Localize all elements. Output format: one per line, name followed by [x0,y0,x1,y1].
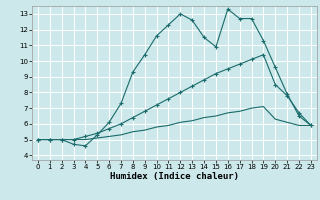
X-axis label: Humidex (Indice chaleur): Humidex (Indice chaleur) [110,172,239,181]
